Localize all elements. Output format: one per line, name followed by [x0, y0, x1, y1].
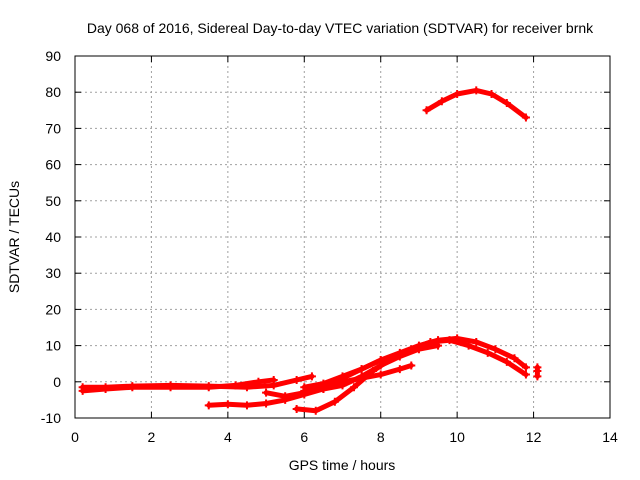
x-tick-label: 4: [224, 429, 232, 445]
data-point: [376, 370, 385, 379]
data-point: [453, 90, 462, 99]
data-point: [434, 341, 443, 350]
y-tick-label: 50: [45, 193, 61, 209]
series-arc-isolated: [533, 363, 542, 381]
data-point: [204, 401, 213, 410]
data-point: [292, 375, 301, 384]
data-point: [376, 356, 385, 365]
data-point: [453, 334, 462, 343]
data-point: [128, 383, 137, 392]
data-point: [242, 401, 251, 410]
x-tick-label: 12: [526, 429, 542, 445]
data-point: [487, 90, 496, 99]
series-arc-rise-5: [300, 356, 385, 392]
data-point: [231, 381, 240, 390]
ticks: 0 2 4 6 8 10 12 14 -10 0 10 20 30 40 50 60 70 80 90: [41, 48, 618, 445]
data-point: [269, 375, 278, 384]
series-arc-high: [422, 86, 530, 122]
data-point: [262, 399, 271, 408]
x-tick-label: 0: [71, 429, 79, 445]
data-point: [166, 383, 175, 392]
data-point: [319, 379, 328, 388]
y-tick-label: 40: [45, 229, 61, 245]
data-point: [311, 406, 320, 415]
data-point: [502, 99, 511, 108]
y-tick-label: 60: [45, 157, 61, 173]
data-point: [437, 97, 446, 106]
data-point: [395, 352, 404, 361]
x-tick-label: 10: [449, 429, 465, 445]
data-point: [281, 392, 290, 401]
x-tick-label: 2: [148, 429, 156, 445]
data-points: [78, 86, 542, 415]
y-tick-label: 0: [53, 374, 61, 390]
data-point: [521, 370, 530, 379]
x-tick-label: 14: [602, 429, 618, 445]
chart-title: Day 068 of 2016, Sidereal Day-to-day VTE…: [87, 20, 594, 36]
data-point: [357, 374, 366, 383]
y-axis-label: SDTVAR / TECUs: [6, 181, 22, 293]
data-point: [349, 383, 358, 392]
x-tick-label: 6: [300, 429, 308, 445]
series-arc-baseline-2: [78, 375, 278, 395]
data-point: [491, 345, 500, 354]
data-point: [223, 400, 232, 409]
data-point: [521, 363, 530, 372]
data-point: [78, 386, 87, 395]
x-tick-label: 8: [377, 429, 385, 445]
y-tick-label: -10: [41, 410, 61, 426]
y-tick-label: 10: [45, 338, 61, 354]
data-point: [338, 372, 347, 381]
data-point: [204, 383, 213, 392]
data-point: [330, 397, 339, 406]
grid: [75, 56, 610, 418]
y-tick-label: 80: [45, 84, 61, 100]
data-point: [533, 363, 542, 372]
data-point: [292, 404, 301, 413]
data-point: [521, 113, 530, 122]
data-point: [254, 377, 263, 386]
data-point: [357, 365, 366, 374]
data-point: [300, 383, 309, 392]
y-tick-label: 90: [45, 48, 61, 64]
y-tick-label: 70: [45, 120, 61, 136]
data-point: [262, 388, 271, 397]
y-tick-label: 20: [45, 301, 61, 317]
data-point: [472, 337, 481, 346]
data-point: [510, 354, 519, 363]
y-tick-label: 30: [45, 265, 61, 281]
data-point: [422, 106, 431, 115]
data-point: [307, 372, 316, 381]
data-point: [472, 86, 481, 95]
data-point: [502, 357, 511, 366]
data-point: [483, 348, 492, 357]
data-point: [407, 361, 416, 370]
x-axis-label: GPS time / hours: [289, 457, 396, 473]
data-point: [101, 385, 110, 394]
data-point: [414, 345, 423, 354]
data-point: [395, 365, 404, 374]
